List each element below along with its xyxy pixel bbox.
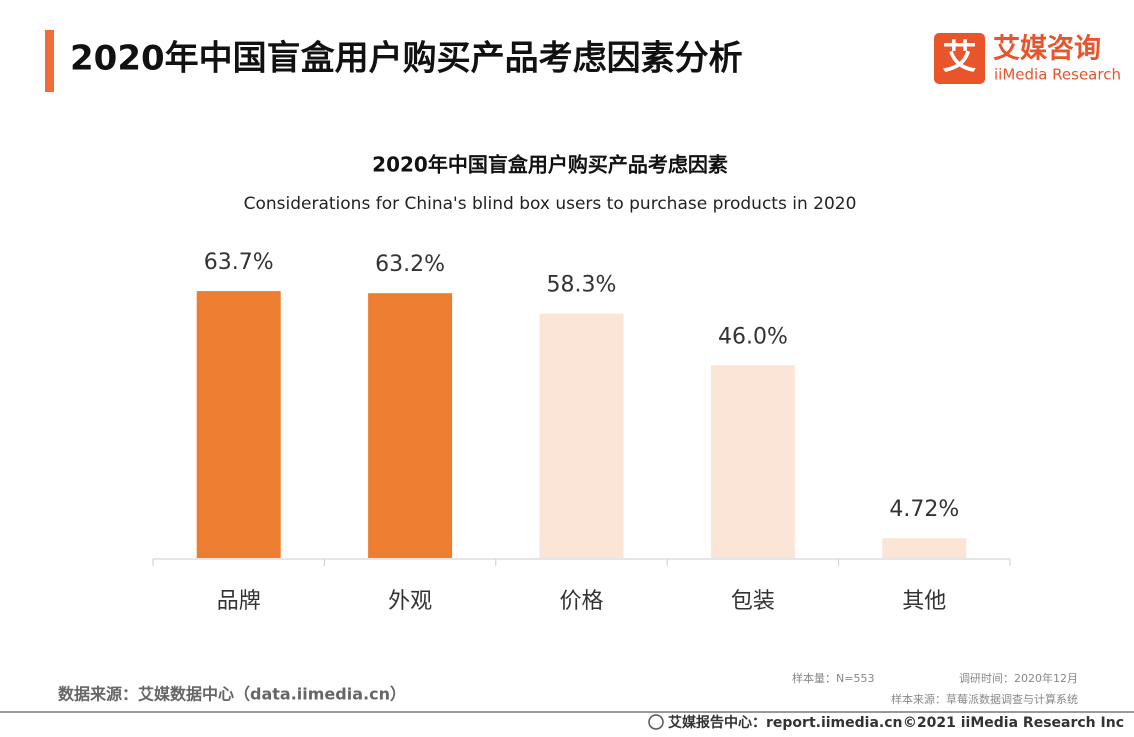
title-accent [45,30,54,92]
value-label: 63.2% [375,252,445,277]
logo-en: iiMedia Research [994,66,1121,84]
x-tick-label: 包装 [731,589,775,614]
value-label: 46.0% [718,324,788,349]
value-label: 58.3% [547,273,617,298]
bar [196,291,281,558]
chart-subtitle: Considerations for China's blind box use… [244,194,857,214]
value-label: 63.7% [204,250,274,275]
page-title: 2020年中国盲盒用户购买产品考虑因素分析 [70,39,743,79]
logo-cn: 艾媒咨询 [993,33,1101,65]
sample-size: 样本量：N=553 [792,671,874,685]
chart-title: 2020年中国盲盒用户购买产品考虑因素 [372,153,728,177]
report-center: 艾媒报告中心：report.iimedia.cn [668,714,903,731]
bar [368,293,453,558]
x-tick-label: 外观 [388,589,432,614]
bar [539,313,624,558]
survey-time: 调研时间：2020年12月 [959,671,1078,685]
bar [882,538,967,558]
sample-source: 样本来源：草莓派数据调查与计算系统 [891,692,1078,706]
x-tick-label: 价格 [559,589,603,614]
logo-mark: 艾 [943,38,977,78]
x-tick-label: 其他 [902,589,946,614]
globe-icon [648,714,664,730]
logo-box [934,33,985,84]
source: 数据来源：艾媒数据中心（data.iimedia.cn） [58,685,406,704]
copyright: ©2021 iiMedia Research Inc [903,715,1124,731]
x-tick-label: 品牌 [217,589,261,614]
bar [710,365,795,558]
value-label: 4.72% [889,497,959,522]
